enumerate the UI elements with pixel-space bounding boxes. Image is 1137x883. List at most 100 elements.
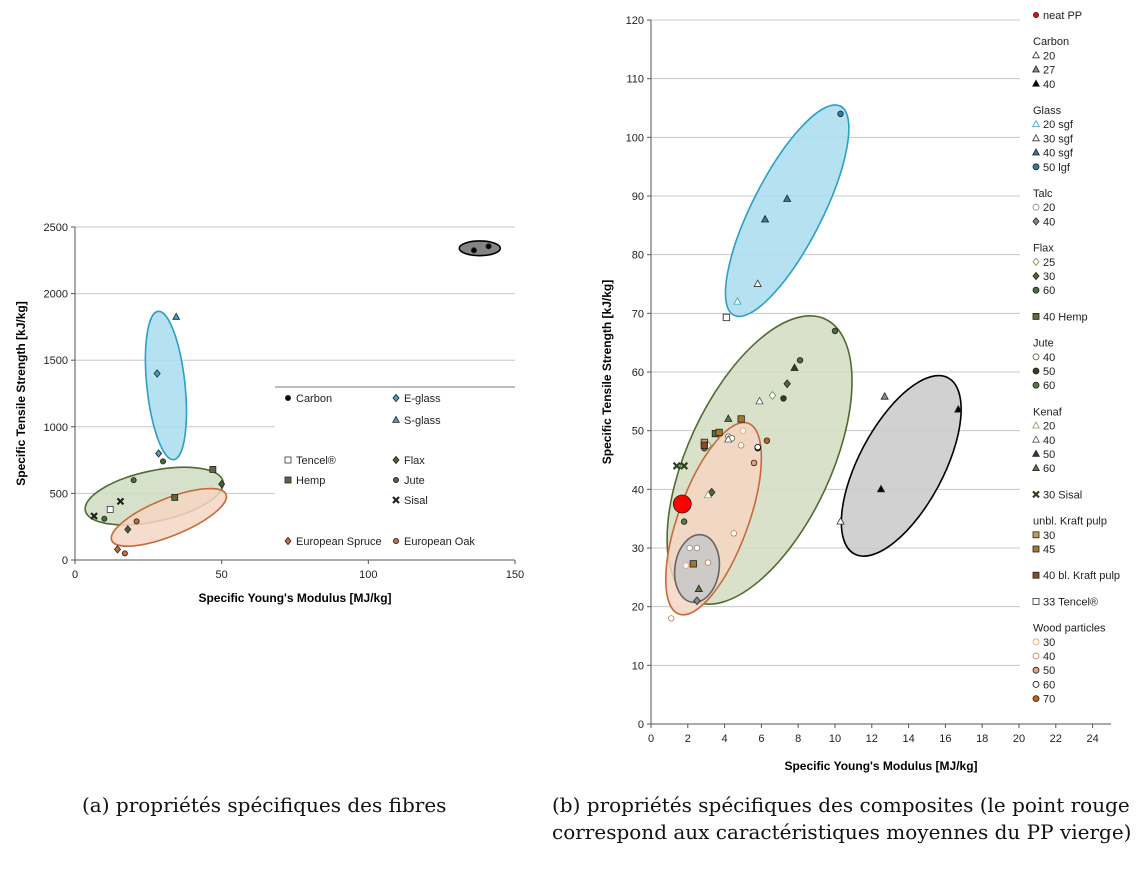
point-jute: [102, 516, 107, 521]
legend-b-title-jute: Jute: [1033, 338, 1054, 350]
legend-b-label-40-hemp: 40 Hemp: [1043, 311, 1088, 323]
legend-b-marker-kenaf-50: [1033, 450, 1040, 456]
legend-b-marker-unbl-kraft-pulp-45: [1033, 546, 1039, 552]
legend-b-title-wood-particles: Wood particles: [1033, 623, 1106, 635]
point-carbon: [471, 248, 476, 253]
point-40-bl-kraft-pulp: [701, 442, 707, 448]
caption-a: (a) propriétés spécifiques des fibres: [82, 792, 532, 819]
point-wood-particles-40: [705, 560, 711, 566]
point-wood-particles-50: [751, 460, 757, 466]
legend-b-label-neat-pp: neat PP: [1043, 10, 1082, 22]
legend-a-label-e-glass: E-glass: [404, 393, 441, 405]
legend-b-marker-glass-20-sgf: [1033, 121, 1040, 127]
x-tick-label: 0: [72, 569, 78, 581]
legend-b-marker-jute-60: [1033, 382, 1039, 388]
y-tick-label: 30: [632, 543, 644, 555]
legend-b-marker-33-tencel: [1033, 598, 1039, 604]
legend-b-marker-wood-particles-50: [1033, 667, 1039, 673]
legend-b-label-carbon-40: 40: [1043, 79, 1055, 91]
legend-b-title-talc: Talc: [1033, 188, 1053, 200]
x-tick-label: 10: [829, 733, 841, 745]
legend-b-label-wood-particles-40: 40: [1043, 651, 1055, 663]
legend-b-marker-flax-25: [1033, 258, 1039, 265]
legend-a-label-european-oak: European Oak: [404, 536, 475, 548]
legend-b-label-kenaf-50: 50: [1043, 449, 1055, 461]
point-tencel: [107, 506, 113, 512]
point-carbon: [486, 244, 491, 249]
x-tick-label: 50: [216, 569, 228, 581]
legend-b-label-talc-40: 40: [1043, 216, 1055, 228]
legend-b-label-kenaf-20: 20: [1043, 421, 1055, 433]
legend-b-marker-wood-particles-30: [1033, 639, 1039, 645]
y-tick-label: 1000: [44, 422, 68, 434]
legend-a-label-s-glass: S-glass: [404, 415, 441, 427]
legend-a: Carbon E-glass S-glass Tencel® Flax Hemp Jute S…: [275, 387, 515, 559]
point-european-spruce: [115, 546, 121, 553]
legend-b-title-unbl-kraft-pulp: unbl. Kraft pulp: [1033, 516, 1107, 528]
legend-b-label-kenaf-60: 60: [1043, 463, 1055, 475]
legend-a-label-tencel: Tencel®: [296, 455, 336, 467]
legend-b-marker-wood-particles-70: [1033, 696, 1039, 702]
legend-b-label-wood-particles-30: 30: [1043, 637, 1055, 649]
y-tick-label: 110: [626, 74, 644, 86]
point-jute: [131, 477, 136, 482]
legend-b-label-glass-40-sgf: 40 sgf: [1043, 148, 1074, 160]
legend-b-label-carbon-27: 27: [1043, 65, 1055, 77]
legend-b-label-33-tencel: 33 Tencel®: [1043, 596, 1098, 608]
x-tick-label: 22: [1050, 733, 1062, 745]
y-tick-label: 0: [62, 555, 68, 567]
chart-b: 01020304050607080901001101200 2 4 6 8 10 12 14 1…: [600, 10, 1120, 773]
x-axis-label: Specific Young's Modulus [MJ/kg]: [784, 759, 977, 773]
legend-b-label-glass-50-lgf: 50 lgf: [1043, 162, 1071, 174]
legend-a-marker-european-oak: [393, 538, 398, 543]
legend-b-label-glass-30-sgf: 30 sgf: [1043, 133, 1074, 145]
legend-b-title-flax: Flax: [1033, 243, 1054, 255]
legend-b-marker-unbl-kraft-pulp-30: [1033, 532, 1039, 538]
chart-a: 0 500 1000 1500 2000 2500 0 50 100 150 Specific Yo…: [14, 222, 524, 605]
legend-b-label-flax-60: 60: [1043, 285, 1055, 297]
point-talc-20: [687, 545, 693, 551]
legend-b-marker-talc-20: [1033, 204, 1039, 210]
legend-b-marker-carbon-27: [1033, 66, 1040, 72]
legend-b-title-kenaf: Kenaf: [1033, 406, 1063, 418]
point-e-glass: [156, 450, 162, 457]
legend-b-marker-glass-50-lgf: [1033, 164, 1039, 170]
y-tick-label: 0: [638, 719, 644, 731]
legend-a-label-flax: Flax: [404, 455, 425, 467]
legend-b-label-40-bl-kraft-pulp: 40 bl. Kraft pulp: [1043, 570, 1120, 582]
legend-b-label-unbl-kraft-pulp-45: 45: [1043, 544, 1055, 556]
x-tick-label: 24: [1086, 733, 1098, 745]
x-tick-label: 18: [976, 733, 988, 745]
legend-a-marker-jute: [393, 477, 398, 482]
ellipse-glass: [139, 309, 193, 461]
point-glass-50-lgf: [838, 111, 844, 117]
legend-b-label-flax-25: 25: [1043, 257, 1055, 269]
legend-b-marker-carbon-20: [1033, 52, 1040, 58]
y-tick-label: 2000: [44, 289, 68, 301]
point-wood-particles-40: [731, 531, 737, 537]
point-hemp: [172, 494, 178, 500]
legend-a-label-hemp: Hemp: [296, 475, 325, 487]
point-wood-particles-30: [740, 428, 746, 434]
point-unbl-kraft-pulp-45: [738, 416, 744, 422]
x-tick-label: 150: [506, 569, 524, 581]
legend-b-label-jute-60: 60: [1043, 380, 1055, 392]
legend-b-marker-flax-60: [1033, 287, 1039, 293]
y-tick-label: 70: [632, 308, 644, 320]
legend-b-marker-glass-40-sgf: [1033, 149, 1040, 155]
x-axis-label: Specific Young's Modulus [MJ/kg]: [198, 591, 391, 605]
legend-b-label-jute-50: 50: [1043, 366, 1055, 378]
point-jute-50: [781, 396, 787, 402]
y-tick-label: 60: [632, 367, 644, 379]
y-tick-label: 50: [632, 426, 644, 438]
legend-b-marker-carbon-40: [1033, 80, 1040, 86]
legend-a-marker-tencel: [285, 457, 291, 463]
legend-a-marker-hemp: [285, 477, 291, 483]
point-neat-pp: [673, 495, 691, 513]
x-tick-label: 14: [902, 733, 914, 745]
point-jute-60: [681, 519, 687, 525]
point-wood-particles-30: [683, 563, 689, 569]
y-tick-label: 90: [632, 191, 644, 203]
legend-b-label-carbon-20: 20: [1043, 50, 1055, 62]
